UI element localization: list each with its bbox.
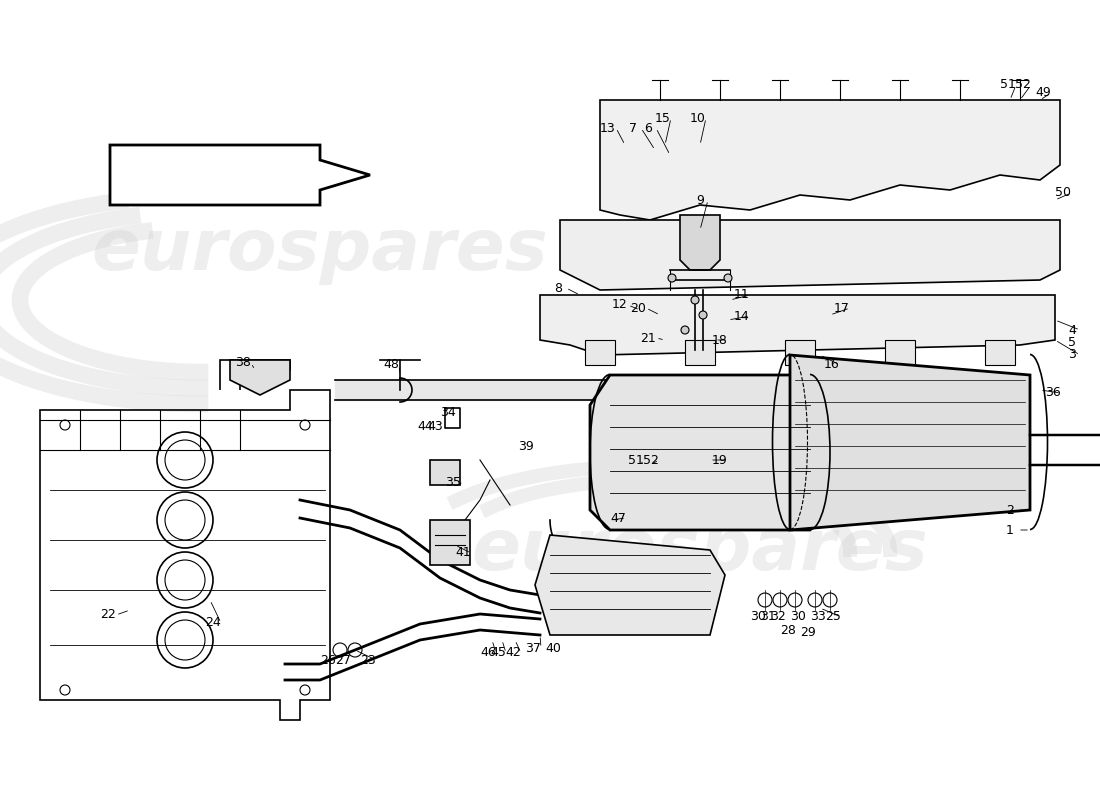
Text: 40: 40 (546, 642, 561, 654)
Polygon shape (984, 340, 1015, 365)
Polygon shape (430, 460, 460, 485)
Text: 5: 5 (1068, 335, 1076, 349)
Text: 4: 4 (1068, 323, 1076, 337)
Text: 45: 45 (491, 646, 506, 659)
Text: 17: 17 (834, 302, 850, 314)
Text: 15: 15 (656, 111, 671, 125)
Text: 49: 49 (1035, 86, 1050, 99)
Text: 50: 50 (1055, 186, 1071, 199)
Text: 1: 1 (1006, 523, 1014, 537)
Polygon shape (590, 375, 830, 530)
Text: 11: 11 (734, 289, 750, 302)
Text: 28: 28 (780, 623, 796, 637)
Text: 24: 24 (205, 617, 221, 630)
Circle shape (691, 296, 698, 304)
Text: 14: 14 (734, 310, 750, 322)
Text: 2: 2 (1006, 503, 1014, 517)
Polygon shape (535, 535, 725, 635)
Text: 7: 7 (629, 122, 637, 134)
Text: 30: 30 (790, 610, 806, 623)
Text: eurospares: eurospares (472, 516, 928, 585)
Text: 35: 35 (446, 477, 461, 490)
Polygon shape (540, 295, 1055, 355)
Text: 46: 46 (480, 646, 496, 659)
Text: 52: 52 (1015, 78, 1031, 91)
Text: 18: 18 (712, 334, 728, 346)
Text: 34: 34 (440, 406, 455, 419)
Polygon shape (790, 355, 1030, 530)
Polygon shape (886, 340, 915, 365)
Text: 51: 51 (628, 454, 643, 466)
Polygon shape (785, 340, 815, 365)
Text: 16: 16 (824, 358, 840, 371)
Text: 48: 48 (383, 358, 399, 371)
Circle shape (681, 326, 689, 334)
Circle shape (724, 274, 732, 282)
Text: 31: 31 (760, 610, 775, 623)
Text: 22: 22 (100, 609, 116, 622)
Text: 44: 44 (417, 419, 433, 433)
Text: 47: 47 (610, 511, 626, 525)
Text: 52: 52 (644, 454, 659, 466)
Text: 12: 12 (612, 298, 628, 311)
Text: 23: 23 (360, 654, 376, 666)
Polygon shape (685, 340, 715, 365)
Polygon shape (560, 220, 1060, 290)
Text: 20: 20 (630, 302, 646, 314)
Text: 19: 19 (712, 454, 728, 466)
Polygon shape (110, 145, 370, 205)
Text: eurospares: eurospares (91, 216, 549, 285)
Text: 26: 26 (320, 654, 336, 666)
Text: 25: 25 (825, 610, 840, 623)
Text: 33: 33 (810, 610, 826, 623)
Text: 39: 39 (518, 439, 534, 453)
Polygon shape (680, 215, 720, 270)
Text: 13: 13 (601, 122, 616, 134)
Text: 41: 41 (455, 546, 471, 559)
Text: 30: 30 (750, 610, 766, 623)
Text: 8: 8 (554, 282, 562, 294)
Text: 36: 36 (1045, 386, 1060, 399)
Text: 38: 38 (235, 357, 251, 370)
Text: 6: 6 (645, 122, 652, 134)
Polygon shape (585, 340, 615, 365)
Text: 21: 21 (640, 331, 656, 345)
Text: 32: 32 (770, 610, 785, 623)
Text: 43: 43 (427, 419, 443, 433)
Text: 3: 3 (1068, 349, 1076, 362)
Circle shape (668, 274, 676, 282)
Text: 27: 27 (336, 654, 351, 666)
Polygon shape (600, 100, 1060, 220)
Text: 10: 10 (690, 111, 706, 125)
Text: 51: 51 (1000, 78, 1016, 91)
Polygon shape (230, 360, 290, 395)
Text: 9: 9 (696, 194, 704, 206)
Text: 42: 42 (505, 646, 521, 659)
Circle shape (698, 311, 707, 319)
Polygon shape (430, 520, 470, 565)
Text: 29: 29 (800, 626, 816, 639)
Text: 37: 37 (525, 642, 541, 654)
